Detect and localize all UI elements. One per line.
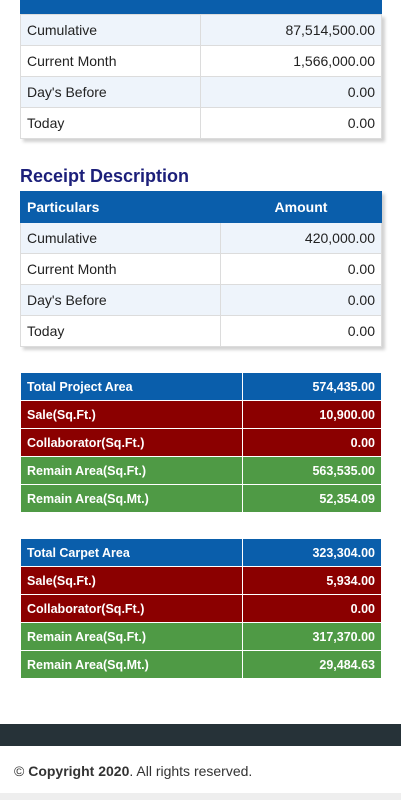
table-row: Cumulative 420,000.00: [20, 222, 382, 254]
copyright-symbol: ©: [14, 763, 25, 779]
row-label: Cumulative: [20, 14, 201, 46]
row-amount: 0.00: [220, 315, 382, 347]
table-row: Day's Before 0.00: [20, 76, 382, 108]
receipt-description-section: Particulars Amount Cumulative 420,000.00…: [20, 191, 382, 347]
row-label: Current Month: [20, 253, 221, 285]
bottom-strip: [0, 793, 401, 800]
row-label: Today: [20, 107, 201, 139]
footer-dark-band: [0, 724, 401, 746]
row-amount: 0.00: [200, 107, 382, 139]
table-row: Sale(Sq.Ft.) 10,900.00: [20, 400, 382, 429]
receipt-description-table: Particulars Amount Cumulative 420,000.00…: [20, 191, 382, 347]
table-row: Today 0.00: [20, 315, 382, 347]
receipt-section-title: Receipt Description: [20, 166, 190, 186]
area-value: 323,304.00: [242, 538, 382, 567]
table-row: Total Project Area 574,435.00: [20, 372, 382, 401]
area-value: 317,370.00: [242, 622, 382, 651]
payment-description-section: Cumulative 87,514,500.00 Current Month 1…: [20, 0, 382, 139]
table-row: Current Month 0.00: [20, 253, 382, 285]
project-area-table: Total Project Area 574,435.00 Sale(Sq.Ft…: [20, 372, 382, 513]
area-label: Remain Area(Sq.Mt.): [20, 484, 243, 513]
table-row: Remain Area(Sq.Ft.) 317,370.00: [20, 622, 382, 651]
table-row: Total Carpet Area 323,304.00: [20, 538, 382, 567]
carpet-area-table: Total Carpet Area 323,304.00 Sale(Sq.Ft.…: [20, 538, 382, 679]
table-row: Today 0.00: [20, 107, 382, 139]
area-label: Collaborator(Sq.Ft.): [20, 594, 243, 623]
row-amount: 87,514,500.00: [200, 14, 382, 46]
area-label: Sale(Sq.Ft.): [20, 400, 243, 429]
table-row: Day's Before 0.00: [20, 284, 382, 316]
row-amount: 0.00: [220, 284, 382, 316]
table-row: Current Month 1,566,000.00: [20, 45, 382, 77]
table-row: Collaborator(Sq.Ft.) 0.00: [20, 594, 382, 623]
payment-table-header-cut: [20, 0, 382, 14]
row-amount: 0.00: [200, 76, 382, 108]
area-value: 563,535.00: [242, 456, 382, 485]
row-label: Cumulative: [20, 222, 221, 254]
area-label: Remain Area(Sq.Mt.): [20, 650, 243, 679]
table-header-row: Particulars Amount: [20, 191, 382, 223]
table-row: Collaborator(Sq.Ft.) 0.00: [20, 428, 382, 457]
row-label: Current Month: [20, 45, 201, 77]
table-row: Sale(Sq.Ft.) 5,934.00: [20, 566, 382, 595]
row-amount: 420,000.00: [220, 222, 382, 254]
area-label: Remain Area(Sq.Ft.): [20, 456, 243, 485]
row-label: Today: [20, 315, 221, 347]
area-label: Total Carpet Area: [20, 538, 243, 567]
table-row: Remain Area(Sq.Ft.) 563,535.00: [20, 456, 382, 485]
area-value: 29,484.63: [242, 650, 382, 679]
area-label: Total Project Area: [20, 372, 243, 401]
row-label: Day's Before: [20, 284, 221, 316]
area-value: 574,435.00: [242, 372, 382, 401]
header-amount: Amount: [220, 191, 382, 223]
area-value: 10,900.00: [242, 400, 382, 429]
row-label: Day's Before: [20, 76, 201, 108]
header-particulars: Particulars: [20, 191, 221, 223]
payment-description-table: Cumulative 87,514,500.00 Current Month 1…: [20, 14, 382, 139]
row-amount: 1,566,000.00: [200, 45, 382, 77]
area-label: Collaborator(Sq.Ft.): [20, 428, 243, 457]
table-row: Cumulative 87,514,500.00: [20, 14, 382, 46]
row-amount: 0.00: [220, 253, 382, 285]
table-row: Remain Area(Sq.Mt.) 52,354.09: [20, 484, 382, 513]
table-row: Remain Area(Sq.Mt.) 29,484.63: [20, 650, 382, 679]
copyright-rest: . All rights reserved.: [129, 763, 253, 779]
area-value: 0.00: [242, 594, 382, 623]
carpet-area-section: Total Carpet Area 323,304.00 Sale(Sq.Ft.…: [20, 538, 382, 679]
area-value: 52,354.09: [242, 484, 382, 513]
area-value: 0.00: [242, 428, 382, 457]
area-label: Remain Area(Sq.Ft.): [20, 622, 243, 651]
copyright-bold: Copyright 2020: [28, 763, 130, 779]
area-label: Sale(Sq.Ft.): [20, 566, 243, 595]
copyright-footer: © Copyright 2020. All rights reserved.: [14, 763, 252, 779]
project-area-section: Total Project Area 574,435.00 Sale(Sq.Ft…: [20, 372, 382, 513]
area-value: 5,934.00: [242, 566, 382, 595]
